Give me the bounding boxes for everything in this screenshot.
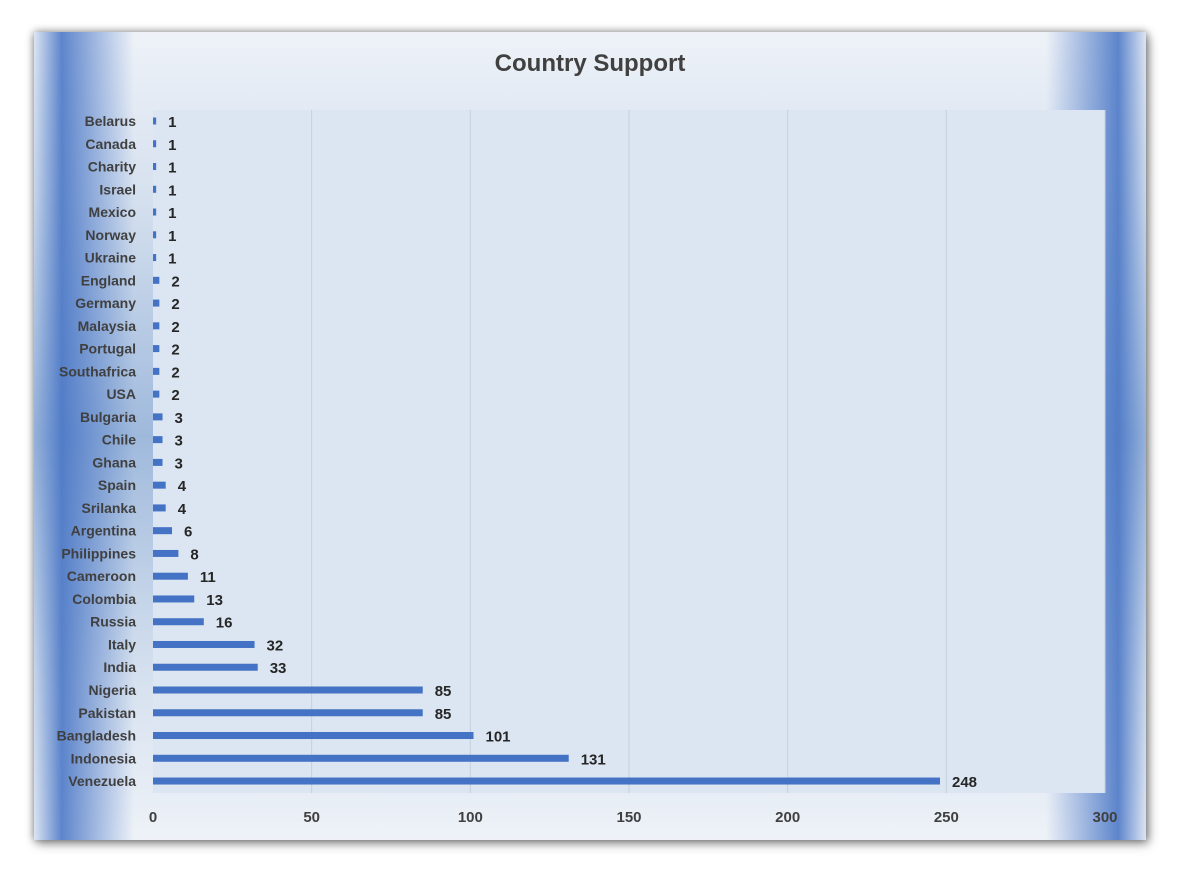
bar	[153, 663, 258, 671]
data-label: 6	[184, 524, 192, 541]
category-label: Ukraine	[85, 250, 137, 266]
bar	[153, 481, 166, 489]
x-tick-label: 250	[934, 809, 959, 826]
data-label: 85	[435, 706, 452, 723]
data-label: 2	[171, 319, 179, 336]
bar	[153, 231, 157, 239]
category-label: Spain	[98, 477, 136, 493]
x-tick-label: 150	[616, 809, 641, 826]
category-label: USA	[106, 386, 136, 402]
category-label: Malaysia	[78, 318, 137, 334]
data-label: 1	[168, 251, 176, 268]
bar	[153, 754, 569, 762]
x-tick-label: 300	[1092, 809, 1117, 826]
bar	[153, 390, 160, 398]
bar	[153, 367, 160, 375]
bar	[153, 163, 157, 171]
category-label: Colombia	[72, 591, 136, 607]
category-label: Canada	[85, 136, 136, 152]
x-tick-label: 200	[775, 809, 800, 826]
bar	[153, 185, 157, 193]
data-label: 2	[171, 296, 179, 313]
data-label: 11	[200, 569, 216, 586]
category-label: Bangladesh	[57, 728, 136, 744]
category-label: India	[103, 659, 136, 675]
bar	[153, 709, 423, 717]
bar	[153, 117, 157, 125]
bar	[153, 140, 157, 148]
data-label: 1	[168, 114, 176, 131]
bar	[153, 686, 423, 694]
bar	[153, 504, 166, 512]
chart-title: Country Support	[494, 50, 686, 77]
bar	[153, 345, 160, 353]
data-label: 3	[175, 433, 183, 450]
category-label: Ghana	[92, 454, 136, 470]
bar	[153, 618, 204, 626]
bar	[153, 436, 163, 444]
category-label: Italy	[108, 636, 136, 652]
category-label: England	[81, 272, 136, 288]
data-label: 16	[216, 615, 233, 632]
bar	[153, 640, 255, 648]
data-label: 1	[168, 137, 176, 154]
bar	[153, 595, 195, 603]
category-label: Russia	[90, 614, 136, 630]
data-label: 85	[435, 683, 452, 700]
category-label: Philippines	[61, 545, 136, 561]
x-tick-label: 50	[303, 809, 320, 826]
data-label: 1	[168, 205, 176, 222]
data-label: 4	[178, 478, 187, 495]
data-label: 4	[178, 501, 187, 518]
category-label: Venezuela	[68, 773, 136, 789]
data-label: 2	[171, 273, 179, 290]
category-label: Bulgaria	[80, 409, 136, 425]
category-label: Pakistan	[78, 705, 136, 721]
category-label: Norway	[85, 227, 136, 243]
bar	[153, 732, 474, 740]
category-label: Chile	[102, 432, 136, 448]
category-label: Israel	[99, 181, 136, 197]
bar	[153, 254, 157, 262]
x-tick-label: 0	[149, 809, 157, 826]
bar	[153, 322, 160, 330]
bar	[153, 777, 940, 785]
bar	[153, 527, 173, 535]
data-label: 101	[486, 729, 511, 746]
bar	[153, 208, 157, 216]
data-label: 1	[168, 182, 176, 199]
data-label: 33	[270, 660, 287, 677]
category-label: Portugal	[79, 341, 136, 357]
data-label: 248	[952, 774, 977, 791]
data-label: 2	[171, 342, 179, 359]
category-label: Mexico	[89, 204, 136, 220]
category-label: Charity	[88, 159, 136, 175]
category-label: Indonesia	[71, 750, 137, 766]
data-label: 1	[168, 228, 176, 245]
x-tick-label: 100	[458, 809, 483, 826]
bar	[153, 572, 188, 580]
category-label: Belarus	[85, 113, 137, 129]
category-label: Argentina	[71, 523, 137, 539]
bar	[153, 276, 160, 284]
data-label: 3	[175, 410, 183, 427]
data-label: 1	[168, 160, 176, 177]
category-label: Southafrica	[59, 363, 136, 379]
data-label: 3	[175, 455, 183, 472]
data-label: 13	[206, 592, 223, 609]
bar	[153, 549, 179, 557]
category-label: Cameroon	[67, 568, 136, 584]
data-label: 32	[267, 637, 284, 654]
category-label: Germany	[75, 295, 136, 311]
data-label: 2	[171, 364, 179, 381]
bar	[153, 299, 160, 307]
data-label: 8	[190, 546, 198, 563]
data-label: 2	[171, 387, 179, 404]
bar	[153, 458, 163, 466]
category-label: Nigeria	[89, 682, 137, 698]
bar	[153, 413, 163, 421]
data-label: 131	[581, 751, 606, 768]
category-label: Srilanka	[82, 500, 137, 516]
